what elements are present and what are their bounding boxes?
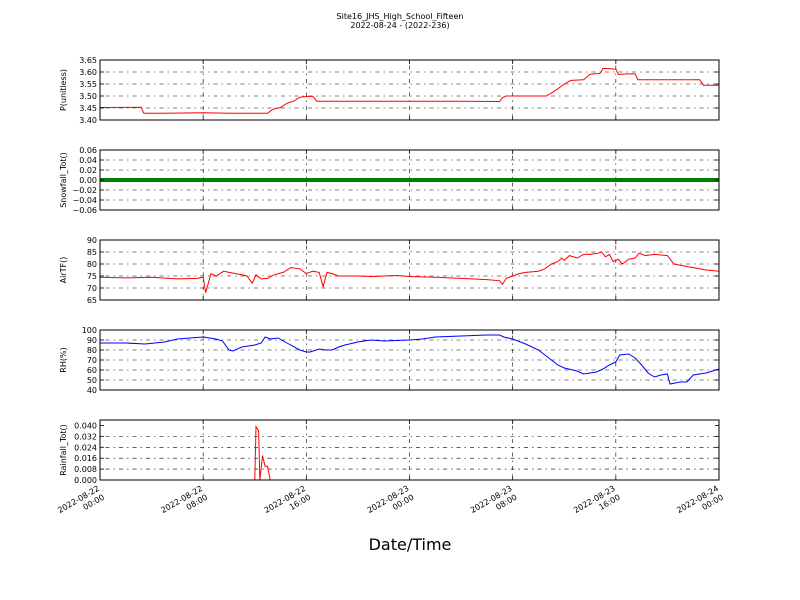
chart-title: Site16_JHS_High_School_Fifteen — [337, 12, 464, 21]
y-axis-label-3: AirTF() — [59, 257, 68, 284]
y-tick-label: 65 — [87, 296, 97, 305]
y-tick-label: 100 — [82, 326, 97, 335]
y-tick-label: 3.60 — [79, 68, 97, 77]
y-tick-label: 0.008 — [74, 465, 97, 474]
x-tick-label: 2022-08-2208:00 — [159, 484, 209, 524]
y-tick-label: −0.04 — [72, 196, 97, 205]
y-tick-label: 3.45 — [79, 104, 97, 113]
y-tick-label: 80 — [87, 260, 97, 269]
y-tick-label: 40 — [87, 386, 97, 395]
y-axis-label-4: RH(%) — [59, 347, 68, 372]
y-axis-label-2: Snowfall_Tot() — [59, 152, 68, 208]
y-tick-label: 70 — [87, 356, 97, 365]
x-tick-labels: 2022-08-2200:00 2022-08-2208:00 2022-08-22… — [56, 484, 725, 524]
y-tick-label: 0.04 — [79, 156, 97, 165]
y-tick-label: 0.032 — [74, 432, 97, 441]
x-tick-label: 2022-08-2300:00 — [366, 484, 416, 524]
y-tick-label: 75 — [87, 272, 97, 281]
y-tick-label: 80 — [87, 346, 97, 355]
y-tick-label: 90 — [87, 236, 97, 245]
panels: 3.40 3.45 3.50 3.55 3.60 3.65 P(unitless) −0.06… — [59, 56, 720, 485]
y-tick-label: −0.02 — [72, 186, 97, 195]
y-tick-label: 0.02 — [79, 166, 97, 175]
y-tick-label: 0.000 — [74, 476, 97, 485]
x-tick-label: 2022-08-2316:00 — [572, 484, 622, 524]
y-tick-label: 70 — [87, 284, 97, 293]
y-tick-label: 3.55 — [79, 80, 97, 89]
y-tick-label: 85 — [87, 248, 97, 257]
x-tick-label: 2022-08-2308:00 — [469, 484, 519, 524]
y-tick-label: 60 — [87, 366, 97, 375]
x-tick-label: 2022-08-2216:00 — [263, 484, 313, 524]
x-axis-label: Date/Time — [369, 535, 452, 554]
y-tick-label: 0.06 — [79, 146, 97, 155]
y-tick-label: 50 — [87, 376, 97, 385]
y-tick-label: 3.65 — [79, 56, 97, 65]
y-tick-label: 90 — [87, 336, 97, 345]
y-tick-label: 0.024 — [74, 443, 97, 452]
series-line-1 — [99, 67, 719, 114]
x-tick-label: 2022-08-2200:00 — [56, 484, 106, 524]
panel-1: 3.40 3.45 3.50 3.55 3.60 3.65 P(unitless) — [59, 56, 720, 125]
y-tick-label: 3.40 — [79, 116, 97, 125]
x-tick-label: 2022-08-2400:00 — [675, 484, 725, 524]
series-line-4 — [100, 334, 720, 385]
y-tick-label: 0.00 — [79, 176, 97, 185]
y-tick-label: 0.016 — [74, 454, 97, 463]
y-axis-label-5: Rainfall_Tot() — [59, 424, 68, 476]
y-tick-label: 0.040 — [74, 421, 97, 430]
y-axis-label-1: P(unitless) — [59, 69, 68, 111]
panel-3: 65 70 75 80 85 90 AirTF() — [59, 236, 720, 305]
y-tick-label: −0.06 — [72, 206, 97, 215]
series-line-3 — [99, 251, 720, 293]
panel-5: 0.000 0.008 0.016 0.024 0.032 0.040 Rainfall_T… — [59, 419, 720, 485]
panel-2: −0.06−0.04−0.020.000.020.040.06 Snowfall_… — [59, 146, 720, 215]
y-tick-label: 3.50 — [79, 92, 97, 101]
chart-subtitle: 2022-08-24 - (2022-236) — [350, 21, 449, 30]
